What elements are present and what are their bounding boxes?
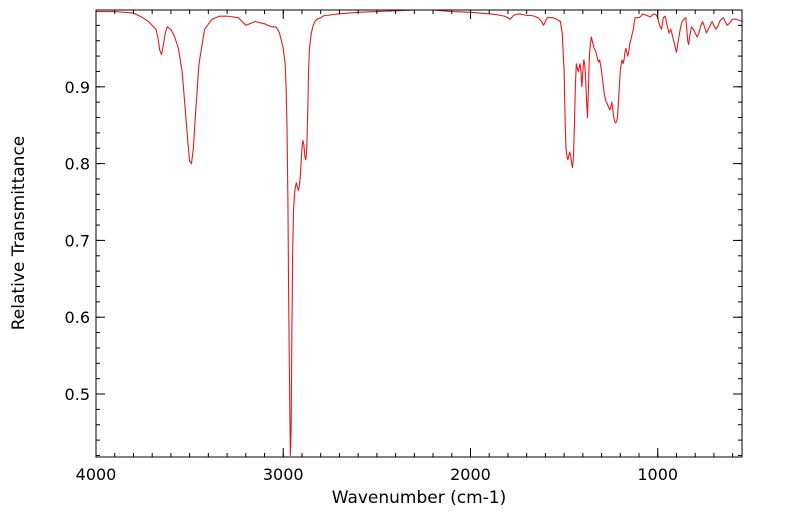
y-axis-title: Relative Transmittance (9, 136, 29, 331)
y-tick-label: 0.9 (65, 78, 90, 97)
y-tick-label: 0.6 (65, 308, 90, 327)
y-tick-label: 0.5 (65, 385, 90, 404)
x-tick-label: 3000 (263, 465, 304, 484)
plot-frame (95, 9, 743, 458)
y-tick-label: 0.8 (65, 155, 90, 174)
x-tick-label: 2000 (450, 465, 491, 484)
plot-area (96, 10, 742, 457)
ticks-layer: 4000 3000 2000 1000 0.5 0.6 0.7 0.8 0.9 (65, 9, 742, 484)
y-tick-label: 0.7 (65, 231, 90, 250)
x-tick-label: 4000 (76, 465, 117, 484)
x-tick-label: 1000 (637, 465, 678, 484)
series-layer (96, 10, 742, 457)
x-axis-title: Wavenumber (cm-1) (332, 488, 507, 508)
spectrum-line (96, 10, 742, 457)
